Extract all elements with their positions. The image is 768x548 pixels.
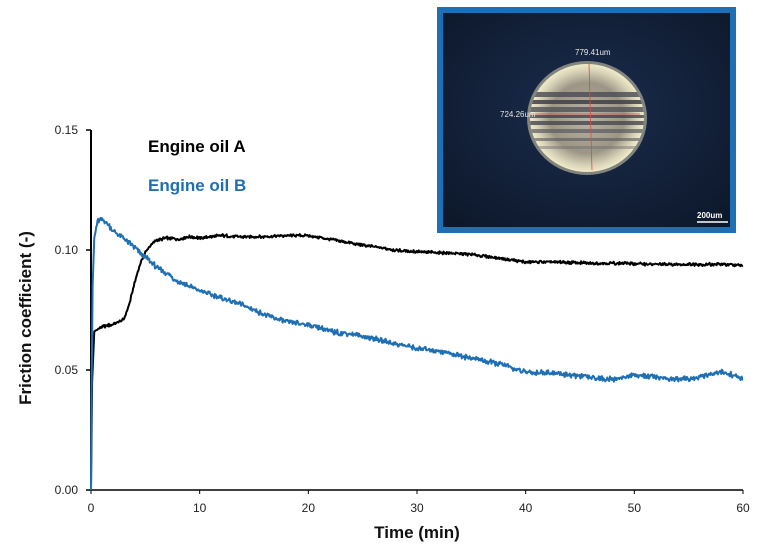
x-tick-label: 20 <box>302 501 316 515</box>
series-line-engine-oil-b <box>90 216 744 491</box>
y-tick-label: 0.15 <box>55 123 79 137</box>
y-tick-label: 0.05 <box>55 363 79 377</box>
x-tick-label: 10 <box>193 501 207 515</box>
x-tick-label: 50 <box>628 501 642 515</box>
legend-engine-oil-b: Engine oil B <box>148 176 246 195</box>
measure-label-horizontal: 724.26um <box>500 110 536 119</box>
wear-scar-bands <box>530 92 644 149</box>
wear-scar-inset: 779.41um 724.26um 200um <box>437 7 736 233</box>
x-tick-label: 60 <box>736 501 750 515</box>
scale-bar-label: 200um <box>697 211 722 220</box>
y-tick-label: 0.00 <box>55 483 79 497</box>
x-axis-title: Time (min) <box>374 523 460 542</box>
y-axis-title: Friction coefficient (-) <box>16 231 35 405</box>
vertical-measure-line <box>588 63 593 171</box>
x-tick-label: 0 <box>88 501 95 515</box>
measure-label-vertical: 779.41um <box>575 48 611 57</box>
x-tick-label: 40 <box>519 501 533 515</box>
series-line-engine-oil-a <box>90 233 744 491</box>
x-tick-label: 30 <box>410 501 424 515</box>
y-tick-label: 0.10 <box>55 243 79 257</box>
legend-engine-oil-a: Engine oil A <box>148 137 246 156</box>
